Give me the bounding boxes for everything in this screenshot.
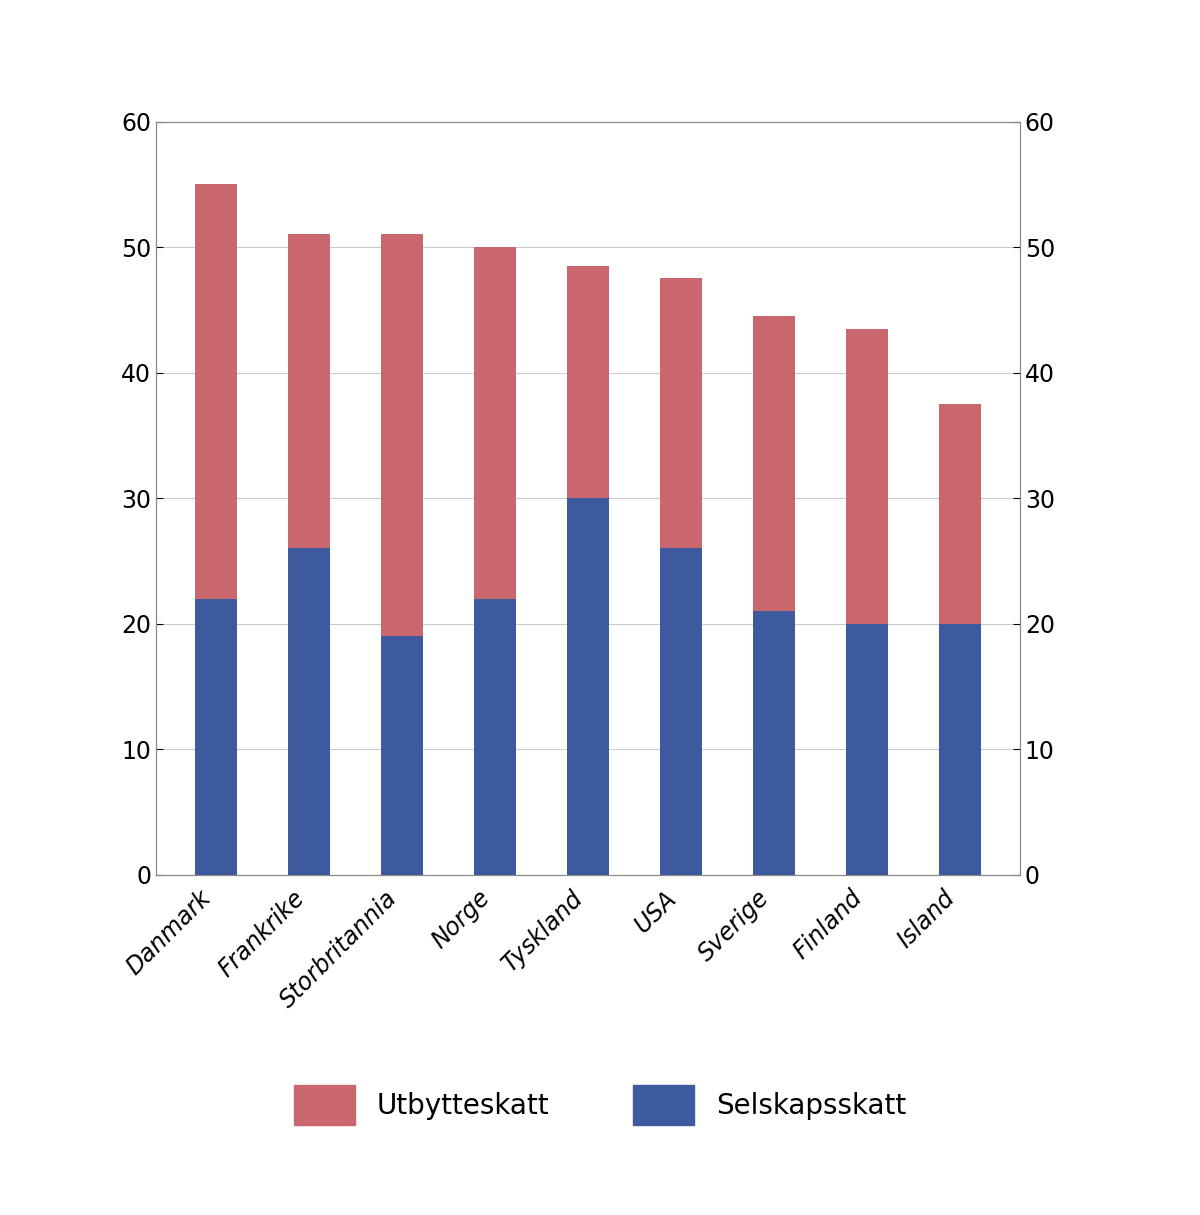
Bar bbox=[474, 599, 516, 875]
Bar bbox=[382, 234, 424, 637]
Bar bbox=[752, 316, 794, 611]
Bar bbox=[382, 637, 424, 875]
Bar bbox=[196, 185, 238, 599]
Bar bbox=[846, 623, 888, 875]
Bar bbox=[938, 403, 980, 623]
Bar bbox=[752, 611, 794, 875]
Bar bbox=[288, 548, 330, 875]
Bar bbox=[288, 234, 330, 548]
Bar bbox=[846, 328, 888, 623]
Bar bbox=[660, 278, 702, 548]
Bar bbox=[938, 623, 980, 875]
Bar bbox=[196, 599, 238, 875]
Legend: Utbytteskatt, Selskapsskatt: Utbytteskatt, Selskapsskatt bbox=[265, 1057, 935, 1153]
Bar bbox=[568, 498, 608, 875]
Bar bbox=[474, 247, 516, 599]
Bar bbox=[660, 548, 702, 875]
Bar bbox=[568, 266, 608, 498]
